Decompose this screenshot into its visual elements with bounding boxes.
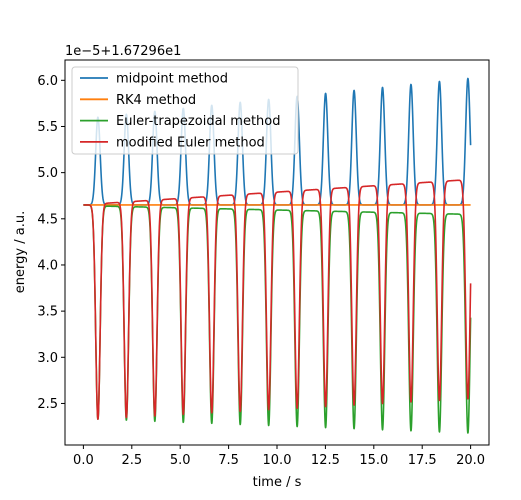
x-tick-label: 17.5: [408, 453, 437, 468]
x-tick-label: 0.0: [73, 453, 94, 468]
y-tick-label: 2.5: [37, 397, 58, 412]
legend-label: midpoint method: [116, 72, 228, 87]
y-tick-label: 5.0: [37, 166, 58, 181]
y-offset-label: 1e−5+1.67296e1: [65, 44, 181, 59]
legend-entry: Euler-trapezoidal method: [80, 114, 280, 129]
series-line-modified-euler-method: [82, 179, 472, 420]
x-tick-label: 12.5: [311, 453, 340, 468]
legend-box: [71, 66, 299, 155]
y-tick-label: 5.5: [37, 120, 58, 135]
legend-label: RK4 method: [116, 93, 196, 108]
legend-label: modified Euler method: [116, 135, 265, 150]
x-tick-label: 10.0: [263, 453, 292, 468]
y-axis-label: energy / a.u.: [13, 211, 28, 293]
x-tick-label: 15.0: [359, 453, 388, 468]
y-tick-label: 4.0: [37, 258, 58, 273]
y-tick-label: 3.5: [37, 305, 58, 320]
x-axis-label: time / s: [253, 475, 302, 490]
y-tick-label: 6.0: [37, 74, 58, 89]
x-axis: 0.0 2.5 5.0 7.5 10.0 12.5 15.0 17.5 20.0: [73, 445, 485, 468]
series-layer: [82, 77, 472, 434]
y-axis: 2.5 3.0 3.5 4.0 4.5 5.0 5.5 6.0: [37, 74, 65, 412]
x-tick-label: 7.5: [218, 453, 239, 468]
y-tick-label: 4.5: [37, 212, 58, 227]
x-tick-label: 2.5: [121, 453, 142, 468]
x-tick-label: 5.0: [170, 453, 191, 468]
x-tick-label: 20.0: [456, 453, 485, 468]
legend-entry: modified Euler method: [80, 135, 265, 150]
legend-entry: midpoint method: [80, 72, 228, 87]
y-tick-label: 3.0: [37, 351, 58, 366]
legend-label: Euler-trapezoidal method: [116, 114, 280, 129]
legend: midpoint method RK4 method Euler-trapezoid…: [71, 66, 299, 155]
legend-entry: RK4 method: [80, 93, 196, 108]
series-line-euler-trapezoidal-method: [82, 204, 472, 434]
